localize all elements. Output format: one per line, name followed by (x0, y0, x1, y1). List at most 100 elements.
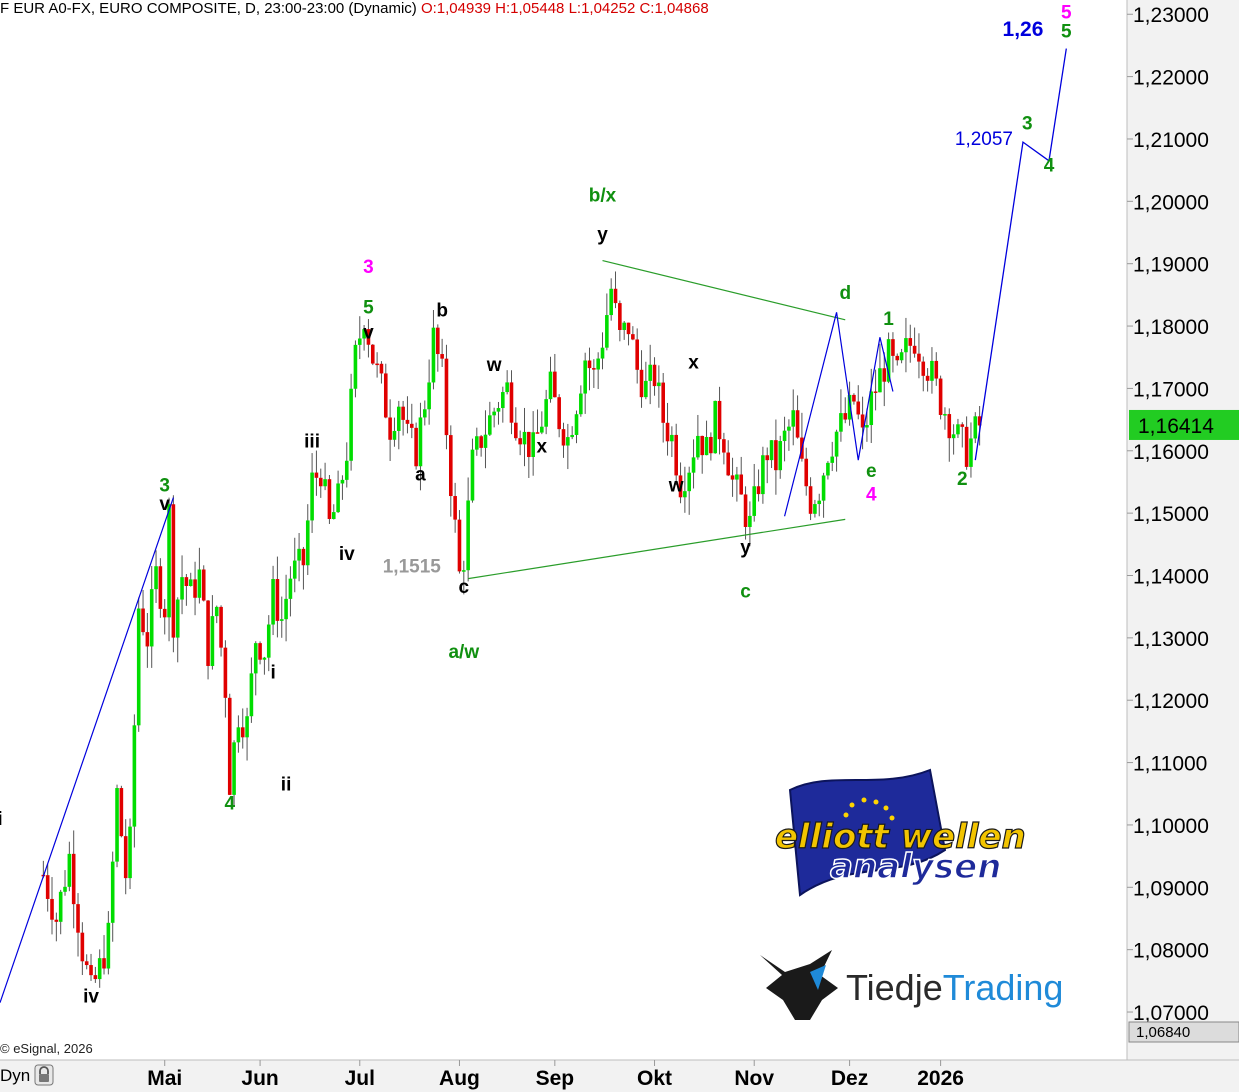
up-candle-body (340, 479, 345, 484)
candle (253, 641, 258, 696)
wave-label: x (688, 352, 699, 373)
down-candle-body (119, 788, 124, 837)
candle (414, 422, 418, 470)
candle (188, 572, 193, 587)
candle (535, 409, 540, 434)
candle (509, 370, 514, 435)
candle (501, 386, 505, 423)
up-candle-body (847, 394, 852, 420)
candle (279, 596, 284, 638)
candle (422, 400, 427, 426)
candle (84, 954, 89, 970)
candle (943, 407, 947, 430)
time-axis[interactable] (0, 1060, 1239, 1092)
up-candle-body (245, 716, 249, 738)
up-candle-body (778, 441, 783, 471)
candle (934, 352, 939, 386)
up-candle-body (292, 560, 297, 579)
price-tick-label: 1,15000 (1133, 503, 1209, 526)
price-axis-ticks: 1,23000 1,22000 1,21000 1,20000 1,19000 1,180… (1127, 4, 1209, 1025)
candle (444, 344, 449, 450)
up-candle-body (422, 409, 427, 418)
up-candle-body (305, 520, 310, 566)
down-candle-body (592, 368, 596, 370)
candle (631, 326, 635, 341)
down-candle-body (661, 382, 665, 423)
up-candle-body (583, 360, 587, 394)
triangle-boundary-line (468, 518, 846, 580)
candle (318, 468, 323, 498)
up-candle-body (431, 327, 436, 383)
up-candle-body (310, 472, 314, 521)
up-candle-body (349, 388, 353, 461)
down-candle-body (388, 417, 392, 440)
down-candle-body (184, 577, 189, 587)
candle (349, 373, 353, 471)
candle (674, 423, 678, 485)
price-tick-label: 1,21000 (1133, 129, 1209, 152)
lock-icon[interactable] (34, 1064, 54, 1086)
candle (475, 427, 479, 456)
up-candle-body (188, 579, 193, 587)
candle (769, 440, 774, 469)
down-candle-body (921, 361, 926, 376)
wave-sketch-line (0, 497, 174, 1003)
candle (449, 425, 453, 517)
candle (483, 410, 488, 469)
down-candle-body (440, 354, 444, 359)
up-candle-body (396, 406, 401, 431)
up-candle-body (357, 338, 362, 345)
up-candle-body (570, 434, 574, 438)
down-candle-body (401, 406, 405, 420)
candle (440, 338, 444, 367)
candle (180, 555, 184, 615)
up-candle-body (214, 606, 219, 617)
candle (748, 501, 752, 547)
candle (648, 344, 652, 405)
candle (171, 495, 176, 653)
candle (245, 707, 249, 761)
candle (479, 434, 483, 457)
candle (899, 348, 904, 364)
candle (383, 363, 388, 419)
candle (301, 546, 306, 590)
up-candle-body (67, 853, 72, 887)
candle (210, 595, 215, 670)
wave-label: c (740, 581, 751, 602)
down-candle-body (405, 419, 410, 424)
down-candle-body (275, 579, 280, 621)
candle (596, 352, 600, 389)
down-candle-body (639, 369, 644, 398)
candle (97, 949, 102, 988)
candle (791, 389, 796, 446)
up-candle-body (492, 411, 496, 416)
candle (951, 424, 956, 455)
price-annotation: 1,1515 (383, 556, 442, 577)
candle (579, 385, 583, 417)
down-candle-body (891, 339, 895, 356)
candle (314, 450, 319, 496)
candle (622, 321, 626, 340)
down-candle-body (977, 416, 982, 426)
up-candle-body (826, 462, 830, 476)
down-candle-body (765, 455, 770, 461)
candle (522, 407, 527, 467)
candle (453, 482, 457, 533)
up-candle-body (704, 436, 709, 456)
candle (956, 418, 960, 438)
down-candle-body (318, 477, 323, 487)
down-candle-body (960, 424, 965, 427)
time-tick-label: Dez (831, 1067, 868, 1090)
candle (930, 347, 934, 394)
price-axis[interactable] (1127, 0, 1239, 1060)
up-candle-body (657, 382, 661, 387)
up-candle-body (488, 415, 492, 435)
dynamic-mode-label[interactable]: Dyn (0, 1066, 31, 1085)
candle (891, 332, 895, 373)
up-candle-body (670, 434, 674, 442)
candle (123, 819, 128, 895)
candle (583, 352, 587, 414)
candle (353, 340, 358, 398)
down-candle-body (383, 373, 388, 418)
